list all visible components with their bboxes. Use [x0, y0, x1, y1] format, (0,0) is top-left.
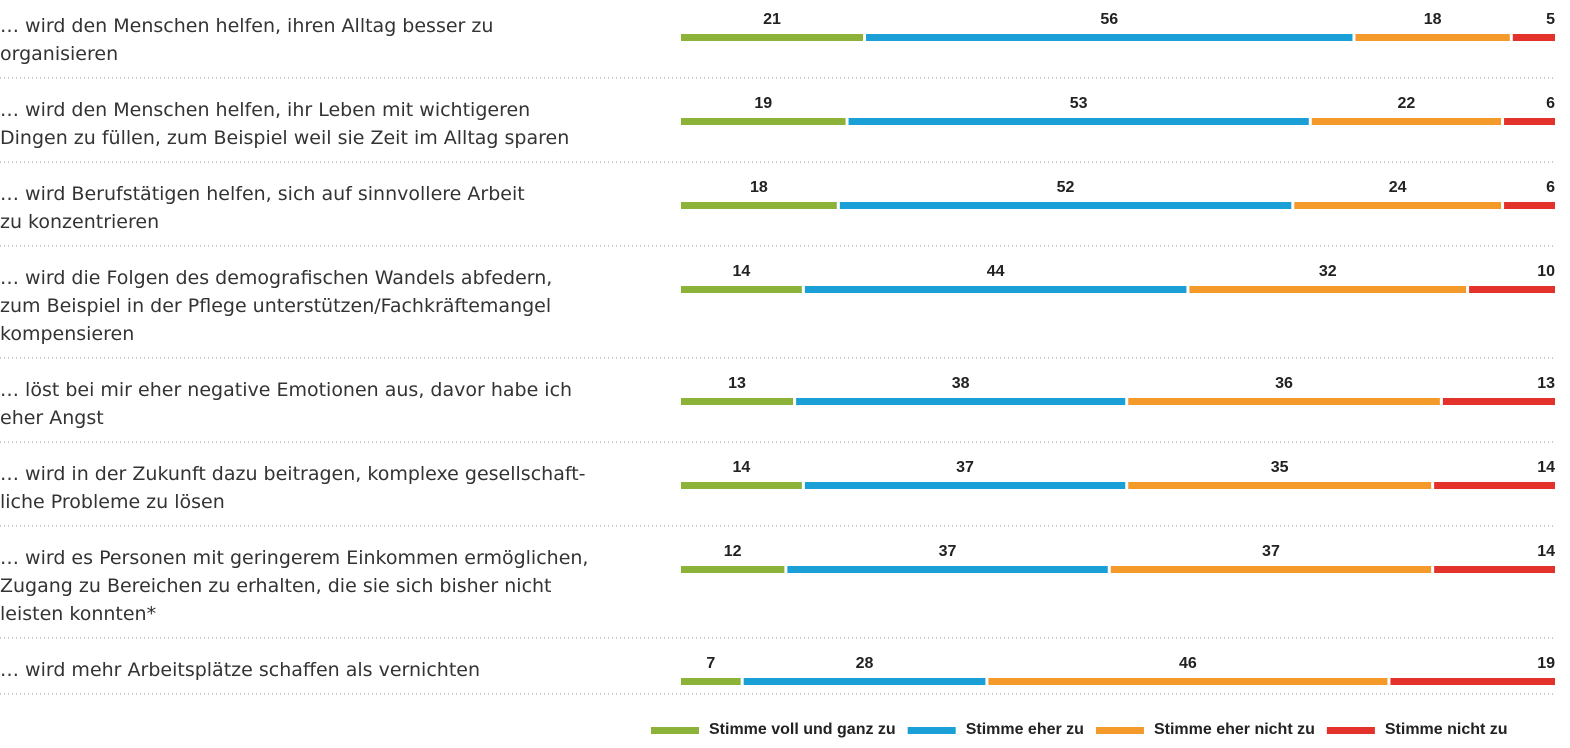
value-label: 53 [1070, 95, 1088, 112]
bar-segment [1504, 118, 1555, 125]
value-label: 18 [750, 179, 768, 196]
row-label: … wird mehr Arbeitsplätze schaffen als v… [0, 659, 481, 681]
bar-segment [681, 566, 785, 573]
value-label: 13 [1537, 375, 1555, 392]
bar-segment [787, 566, 1108, 573]
bar-segment [681, 678, 741, 685]
legend-swatch [651, 727, 699, 734]
bar-segment [804, 286, 1187, 293]
bar-segment [839, 202, 1292, 209]
bar-segment [1294, 202, 1502, 209]
legend-label: Stimme eher nicht zu [1154, 721, 1315, 738]
value-label: 24 [1389, 179, 1407, 196]
row-label: … wird Berufstätigen helfen, sich auf si… [0, 183, 525, 233]
value-label: 7 [706, 655, 715, 672]
value-label: 37 [956, 459, 974, 476]
bar-segment [848, 118, 1309, 125]
value-label: 37 [1262, 543, 1280, 560]
bar-segment [988, 678, 1388, 685]
value-label: 14 [1537, 459, 1555, 476]
bar-segment [1469, 286, 1555, 293]
value-label: 5 [1546, 11, 1555, 28]
value-label: 56 [1100, 11, 1118, 28]
bar-segment [681, 202, 837, 209]
value-label: 19 [1537, 655, 1555, 672]
row-label: … wird die Folgen des demografischen Wan… [0, 267, 553, 345]
value-label: 44 [987, 263, 1005, 280]
bar-segment [681, 482, 802, 489]
legend-label: Stimme nicht zu [1385, 721, 1508, 738]
value-label: 21 [763, 11, 781, 28]
legend-label: Stimme eher zu [966, 721, 1084, 738]
value-label: 38 [952, 375, 970, 392]
value-label: 6 [1546, 179, 1555, 196]
bar-segment [1434, 482, 1555, 489]
row-label: … wird es Personen mit geringerem Einkom… [0, 547, 589, 625]
value-label: 52 [1057, 179, 1075, 196]
bar-segment [1434, 566, 1555, 573]
bar-segment [743, 678, 986, 685]
value-label: 12 [724, 543, 742, 560]
row-label: … wird den Menschen helfen, ihren Alltag… [0, 15, 494, 65]
value-label: 14 [1537, 543, 1555, 560]
bar-segment [681, 286, 802, 293]
value-label: 37 [939, 543, 957, 560]
row-label: … löst bei mir eher negative Emotionen a… [0, 379, 573, 429]
bar-segment [1128, 482, 1432, 489]
bar-segment [1442, 398, 1555, 405]
row-label: … wird in der Zukunft dazu beitragen, ko… [0, 463, 586, 513]
bar-segment [681, 398, 794, 405]
value-label: 32 [1319, 263, 1337, 280]
bar-segment [1311, 118, 1502, 125]
bar-segment [681, 118, 846, 125]
legend-label: Stimme voll und ganz zu [709, 721, 896, 738]
bar-segment [1110, 566, 1432, 573]
value-label: 36 [1275, 375, 1293, 392]
value-label: 14 [733, 263, 751, 280]
value-label: 18 [1424, 11, 1442, 28]
bar-segment [1512, 34, 1555, 41]
value-label: 46 [1179, 655, 1197, 672]
value-label: 6 [1546, 95, 1555, 112]
bar-segment [1504, 202, 1555, 209]
value-label: 13 [728, 375, 746, 392]
row-label: … wird den Menschen helfen, ihr Leben mi… [0, 99, 570, 149]
bar-segment [681, 34, 864, 41]
value-label: 14 [733, 459, 751, 476]
legend-swatch [1326, 727, 1375, 734]
bar-segment [1390, 678, 1555, 685]
legend-swatch [1095, 727, 1144, 734]
bar-segment [796, 398, 1126, 405]
bar-segment [1189, 286, 1467, 293]
value-label: 19 [754, 95, 772, 112]
bar-segment [1128, 398, 1440, 405]
bar-segment [866, 34, 1353, 41]
bar-segment [1355, 34, 1510, 41]
value-label: 28 [856, 655, 874, 672]
legend-swatch [907, 727, 956, 734]
bar-segment [804, 482, 1126, 489]
value-label: 35 [1271, 459, 1289, 476]
value-label: 22 [1398, 95, 1416, 112]
value-label: 10 [1537, 263, 1555, 280]
